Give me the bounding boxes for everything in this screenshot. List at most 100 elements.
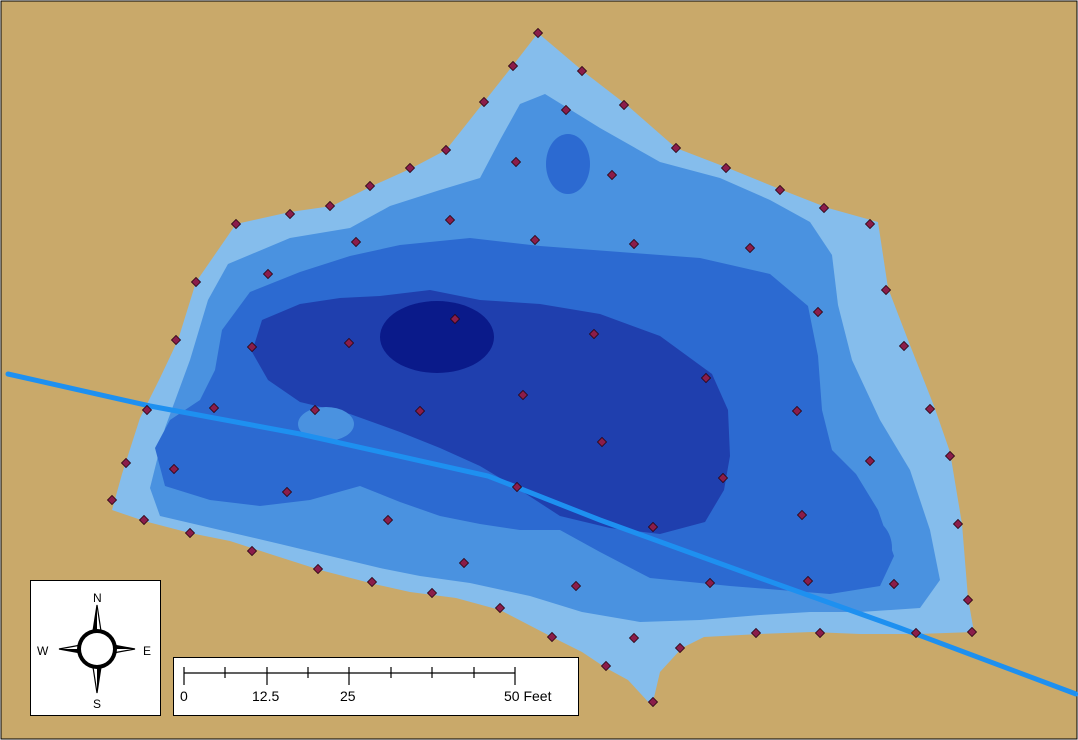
sample-point[interactable] [141, 404, 153, 416]
shallow-patch-west [298, 407, 354, 441]
sample-point[interactable] [952, 518, 964, 530]
sample-point[interactable] [138, 514, 150, 526]
sample-point[interactable] [507, 60, 519, 72]
sample-point[interactable] [511, 481, 523, 493]
sample-point[interactable] [674, 642, 686, 654]
sample-point[interactable] [168, 463, 180, 475]
sample-point[interactable] [700, 372, 712, 384]
sample-point[interactable] [966, 626, 978, 638]
sample-point[interactable] [924, 403, 936, 415]
south-label: S [93, 697, 102, 711]
sample-point[interactable] [366, 576, 378, 588]
sample-point[interactable] [184, 527, 196, 539]
sample-point[interactable] [588, 328, 600, 340]
deep-pocket-west [192, 446, 244, 484]
sample-point[interactable] [414, 405, 426, 417]
sample-point[interactable] [818, 202, 830, 214]
sample-point[interactable] [791, 405, 803, 417]
sample-point[interactable] [864, 218, 876, 230]
sample-point[interactable] [628, 632, 640, 644]
sample-point[interactable] [576, 65, 588, 77]
sample-point[interactable] [478, 96, 490, 108]
sample-point[interactable] [532, 27, 544, 39]
sample-point[interactable] [458, 557, 470, 569]
sample-point[interactable] [750, 627, 762, 639]
sample-point[interactable] [284, 208, 296, 220]
depth-zone-5 [380, 301, 494, 373]
sample-point[interactable] [628, 238, 640, 250]
scale-label-12-5: 12.5 [252, 688, 280, 704]
sample-point[interactable] [312, 563, 324, 575]
sample-point[interactable] [426, 587, 438, 599]
sample-point[interactable] [802, 575, 814, 587]
sample-point[interactable] [560, 104, 572, 116]
sample-point[interactable] [596, 436, 608, 448]
sample-point[interactable] [350, 236, 362, 248]
scale-bar-box: 0 12.5 25 50 Feet [173, 657, 579, 716]
depth-zone-4 [252, 290, 730, 534]
sample-point[interactable] [281, 486, 293, 498]
sample-point[interactable] [309, 404, 321, 416]
sample-point[interactable] [888, 578, 900, 590]
sample-point[interactable] [944, 450, 956, 462]
sample-point[interactable] [647, 696, 659, 708]
sample-point[interactable] [570, 580, 582, 592]
east-label: E [143, 644, 152, 658]
sample-point[interactable] [717, 472, 729, 484]
sample-point[interactable] [440, 144, 452, 156]
scale-label-50-feet: 50 Feet [504, 688, 552, 704]
sample-point[interactable] [720, 162, 732, 174]
sample-point[interactable] [910, 627, 922, 639]
sample-point[interactable] [814, 627, 826, 639]
sample-point[interactable] [262, 268, 274, 280]
sample-point[interactable] [898, 340, 910, 352]
sample-point[interactable] [962, 594, 974, 606]
deep-pocket-north [546, 134, 590, 194]
scale-label-0: 0 [180, 688, 188, 704]
sample-point[interactable] [546, 631, 558, 643]
compass-rose-icon [58, 604, 136, 694]
sample-point[interactable] [647, 521, 659, 533]
sample-point[interactable] [404, 162, 416, 174]
west-label: W [37, 644, 49, 658]
sample-point[interactable] [796, 509, 808, 521]
depth-contours [112, 33, 974, 706]
sample-point[interactable] [208, 402, 220, 414]
sample-point[interactable] [494, 602, 506, 614]
sample-point[interactable] [343, 337, 355, 349]
sample-point[interactable] [510, 156, 522, 168]
sample-point[interactable] [120, 457, 132, 469]
sample-point[interactable] [606, 169, 618, 181]
sample-point[interactable] [774, 184, 786, 196]
scale-label-25: 25 [340, 688, 356, 704]
sample-point[interactable] [246, 341, 258, 353]
sample-point[interactable] [618, 99, 630, 111]
sample-point[interactable] [670, 142, 682, 154]
sample-point[interactable] [324, 200, 336, 212]
sample-point[interactable] [364, 180, 376, 192]
sample-point[interactable] [190, 276, 202, 288]
sample-point[interactable] [246, 545, 258, 557]
sample-point[interactable] [880, 284, 892, 296]
deep-pocket-east [840, 518, 892, 578]
sample-point[interactable] [704, 577, 716, 589]
sample-point[interactable] [449, 313, 461, 325]
stream-line [5, 371, 1078, 697]
sample-point[interactable] [170, 334, 182, 346]
sample-point[interactable] [744, 242, 756, 254]
sample-points [106, 27, 978, 708]
sample-point[interactable] [864, 455, 876, 467]
north-label: N [93, 591, 102, 605]
sample-point[interactable] [812, 306, 824, 318]
scale-bar-ruler [183, 667, 516, 685]
sample-point[interactable] [106, 494, 118, 506]
sample-point[interactable] [517, 389, 529, 401]
sample-point[interactable] [444, 214, 456, 226]
sample-point[interactable] [600, 660, 612, 672]
sample-point[interactable] [382, 514, 394, 526]
sample-point[interactable] [230, 218, 242, 230]
sample-point[interactable] [529, 234, 541, 246]
north-arrow-box: N S W E [30, 580, 161, 716]
